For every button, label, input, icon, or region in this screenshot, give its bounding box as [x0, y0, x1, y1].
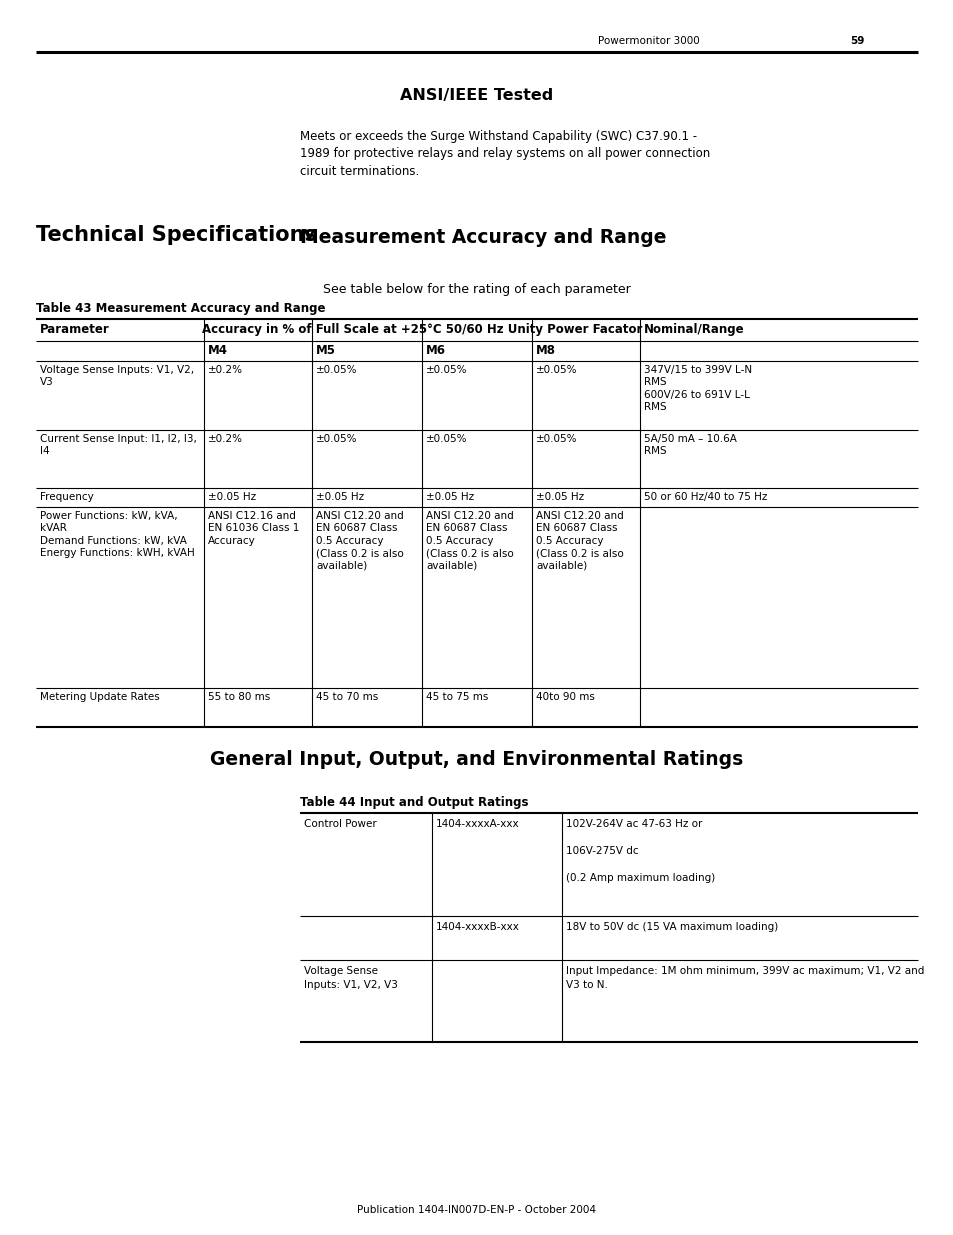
Text: Meets or exceeds the Surge Withstand Capability (SWC) C37.90.1 -
1989 for protec: Meets or exceeds the Surge Withstand Cap… — [299, 130, 709, 178]
Text: Metering Update Rates: Metering Update Rates — [40, 692, 159, 701]
Text: See table below for the rating of each parameter: See table below for the rating of each p… — [323, 283, 630, 296]
Text: 59: 59 — [849, 36, 863, 46]
Text: ±0.05%: ±0.05% — [315, 366, 357, 375]
Text: Powermonitor 3000: Powermonitor 3000 — [598, 36, 699, 46]
Text: Accuracy in % of Full Scale at +25°C 50/60 Hz Unity Power Facator: Accuracy in % of Full Scale at +25°C 50/… — [202, 324, 641, 336]
Text: 1404-xxxxB-xxx: 1404-xxxxB-xxx — [436, 923, 519, 932]
Text: ±0.05%: ±0.05% — [426, 433, 467, 445]
Text: ANSI C12.20 and
EN 60687 Class
0.5 Accuracy
(Class 0.2 is also
available): ANSI C12.20 and EN 60687 Class 0.5 Accur… — [536, 511, 623, 571]
Text: 40to 90 ms: 40to 90 ms — [536, 692, 595, 701]
Text: ±0.05 Hz: ±0.05 Hz — [426, 492, 474, 501]
Text: Table 43 Measurement Accuracy and Range: Table 43 Measurement Accuracy and Range — [36, 303, 325, 315]
Text: ±0.05%: ±0.05% — [536, 433, 577, 445]
Text: Publication 1404-IN007D-EN-P - October 2004: Publication 1404-IN007D-EN-P - October 2… — [357, 1205, 596, 1215]
Text: 45 to 70 ms: 45 to 70 ms — [315, 692, 377, 701]
Text: Control Power: Control Power — [304, 819, 376, 829]
Text: ±0.05 Hz: ±0.05 Hz — [536, 492, 583, 501]
Text: M8: M8 — [536, 345, 556, 357]
Text: Table 44 Input and Output Ratings: Table 44 Input and Output Ratings — [299, 797, 528, 809]
Text: ANSI C12.20 and
EN 60687 Class
0.5 Accuracy
(Class 0.2 is also
available): ANSI C12.20 and EN 60687 Class 0.5 Accur… — [315, 511, 403, 571]
Text: ±0.05 Hz: ±0.05 Hz — [315, 492, 364, 501]
Text: 45 to 75 ms: 45 to 75 ms — [426, 692, 488, 701]
Text: ANSI C12.16 and
EN 61036 Class 1
Accuracy: ANSI C12.16 and EN 61036 Class 1 Accurac… — [208, 511, 299, 546]
Text: Frequency: Frequency — [40, 492, 93, 501]
Text: Current Sense Input: I1, I2, I3,
I4: Current Sense Input: I1, I2, I3, I4 — [40, 433, 196, 457]
Text: Parameter: Parameter — [40, 324, 110, 336]
Text: Technical Specifications: Technical Specifications — [36, 225, 316, 245]
Text: ANSI/IEEE Tested: ANSI/IEEE Tested — [400, 88, 553, 103]
Text: M5: M5 — [315, 345, 335, 357]
Text: M6: M6 — [426, 345, 446, 357]
Text: 5A/50 mA – 10.6A
RMS: 5A/50 mA – 10.6A RMS — [643, 433, 736, 457]
Text: ANSI C12.20 and
EN 60687 Class
0.5 Accuracy
(Class 0.2 is also
available): ANSI C12.20 and EN 60687 Class 0.5 Accur… — [426, 511, 514, 571]
Text: Voltage Sense
Inputs: V1, V2, V3: Voltage Sense Inputs: V1, V2, V3 — [304, 966, 397, 989]
Text: 347V/15 to 399V L-N
RMS
600V/26 to 691V L-L
RMS: 347V/15 to 399V L-N RMS 600V/26 to 691V … — [643, 366, 751, 412]
Text: Voltage Sense Inputs: V1, V2,
V3: Voltage Sense Inputs: V1, V2, V3 — [40, 366, 193, 388]
Text: General Input, Output, and Environmental Ratings: General Input, Output, and Environmental… — [211, 750, 742, 769]
Text: ±0.05%: ±0.05% — [315, 433, 357, 445]
Text: ±0.05%: ±0.05% — [536, 366, 577, 375]
Text: M4: M4 — [208, 345, 228, 357]
Text: Nominal/Range: Nominal/Range — [643, 324, 744, 336]
Text: ±0.05 Hz: ±0.05 Hz — [208, 492, 255, 501]
Text: 50 or 60 Hz/40 to 75 Hz: 50 or 60 Hz/40 to 75 Hz — [643, 492, 766, 501]
Text: 102V-264V ac 47-63 Hz or

106V-275V dc

(0.2 Amp maximum loading): 102V-264V ac 47-63 Hz or 106V-275V dc (0… — [565, 819, 715, 883]
Text: Power Functions: kW, kVA,
kVAR
Demand Functions: kW, kVA
Energy Functions: kWH, : Power Functions: kW, kVA, kVAR Demand Fu… — [40, 511, 194, 558]
Text: ±0.2%: ±0.2% — [208, 366, 243, 375]
Text: 1404-xxxxA-xxx: 1404-xxxxA-xxx — [436, 819, 519, 829]
Text: ±0.05%: ±0.05% — [426, 366, 467, 375]
Text: Measurement Accuracy and Range: Measurement Accuracy and Range — [299, 228, 666, 247]
Text: 55 to 80 ms: 55 to 80 ms — [208, 692, 270, 701]
Text: 18V to 50V dc (15 VA maximum loading): 18V to 50V dc (15 VA maximum loading) — [565, 923, 778, 932]
Text: ±0.2%: ±0.2% — [208, 433, 243, 445]
Text: Input Impedance: 1M ohm minimum, 399V ac maximum; V1, V2 and
V3 to N.: Input Impedance: 1M ohm minimum, 399V ac… — [565, 966, 923, 989]
